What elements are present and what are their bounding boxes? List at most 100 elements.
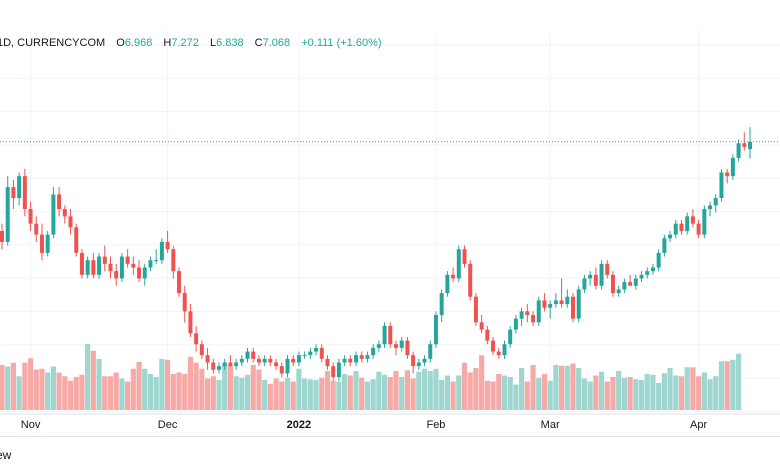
- candle[interactable]: [308, 347, 313, 359]
- candle[interactable]: [696, 220, 701, 239]
- candle[interactable]: [462, 245, 467, 268]
- candle[interactable]: [599, 260, 604, 290]
- candle[interactable]: [445, 271, 450, 297]
- candle[interactable]: [662, 234, 667, 257]
- candle[interactable]: [371, 344, 376, 359]
- candle[interactable]: [45, 230, 50, 257]
- candle[interactable]: [605, 260, 610, 279]
- candle[interactable]: [531, 311, 536, 326]
- candle[interactable]: [159, 238, 164, 264]
- candle[interactable]: [565, 289, 570, 308]
- candle[interactable]: [610, 271, 615, 297]
- candle[interactable]: [622, 278, 627, 294]
- candle[interactable]: [616, 285, 621, 297]
- candle[interactable]: [668, 230, 673, 242]
- candle[interactable]: [325, 355, 330, 370]
- candle[interactable]: [114, 263, 119, 286]
- candle[interactable]: [730, 154, 735, 180]
- candle[interactable]: [650, 263, 655, 275]
- candle[interactable]: [85, 256, 90, 279]
- candle[interactable]: [451, 267, 456, 283]
- candle[interactable]: [34, 216, 39, 242]
- candle[interactable]: [268, 355, 273, 367]
- candle[interactable]: [262, 355, 267, 367]
- candle[interactable]: [365, 351, 370, 363]
- candle[interactable]: [296, 351, 301, 367]
- candle[interactable]: [559, 278, 564, 308]
- candle[interactable]: [690, 209, 695, 228]
- symbol-label[interactable]: 1D, CURRENCYCOM: [0, 37, 106, 49]
- candle[interactable]: [702, 205, 707, 239]
- candle[interactable]: [708, 201, 713, 217]
- candle[interactable]: [314, 344, 319, 356]
- candle[interactable]: [479, 315, 484, 334]
- candle[interactable]: [131, 256, 136, 275]
- candle[interactable]: [742, 132, 747, 151]
- candle[interactable]: [182, 285, 187, 323]
- candle[interactable]: [205, 347, 210, 370]
- candle[interactable]: [234, 358, 239, 370]
- price-chart[interactable]: Nov Dec 2022 Feb Mar Apr: [0, 0, 780, 436]
- candle[interactable]: [251, 347, 256, 363]
- candle[interactable]: [628, 274, 633, 286]
- candle[interactable]: [576, 285, 581, 323]
- candle[interactable]: [302, 351, 307, 359]
- candle[interactable]: [222, 358, 227, 370]
- candle[interactable]: [62, 205, 67, 224]
- candle[interactable]: [188, 304, 193, 337]
- candle[interactable]: [736, 139, 741, 162]
- candle[interactable]: [108, 256, 113, 279]
- candle[interactable]: [519, 307, 524, 326]
- candle[interactable]: [177, 267, 182, 297]
- candle[interactable]: [633, 274, 638, 290]
- candle[interactable]: [354, 351, 359, 367]
- candle[interactable]: [194, 325, 199, 352]
- candle[interactable]: [239, 355, 244, 367]
- candle[interactable]: [502, 340, 507, 359]
- candle[interactable]: [588, 271, 593, 286]
- candle[interactable]: [274, 358, 279, 370]
- candle[interactable]: [496, 347, 501, 359]
- candle[interactable]: [331, 362, 336, 381]
- candle[interactable]: [285, 355, 290, 378]
- candle[interactable]: [748, 127, 753, 159]
- candle[interactable]: [79, 249, 84, 279]
- candle[interactable]: [382, 322, 387, 348]
- candle[interactable]: [685, 212, 690, 235]
- candle[interactable]: [491, 336, 496, 356]
- candle[interactable]: [137, 260, 142, 283]
- candle[interactable]: [411, 351, 416, 374]
- candle[interactable]: [97, 252, 102, 279]
- candle[interactable]: [405, 336, 410, 359]
- candle[interactable]: [68, 209, 73, 235]
- candle[interactable]: [11, 179, 16, 210]
- candle[interactable]: [439, 289, 444, 323]
- candle[interactable]: [57, 187, 62, 217]
- candle[interactable]: [428, 340, 433, 363]
- candle[interactable]: [399, 336, 404, 352]
- candle[interactable]: [348, 355, 353, 367]
- candle[interactable]: [0, 223, 4, 250]
- candle[interactable]: [228, 355, 233, 367]
- candle[interactable]: [485, 325, 490, 345]
- candle[interactable]: [393, 340, 398, 356]
- candle[interactable]: [359, 351, 364, 363]
- candle[interactable]: [119, 252, 124, 283]
- candle[interactable]: [245, 347, 250, 363]
- candle[interactable]: [171, 245, 176, 279]
- candle[interactable]: [416, 358, 421, 370]
- candle[interactable]: [148, 256, 153, 272]
- candle[interactable]: [433, 311, 438, 348]
- candle[interactable]: [28, 201, 33, 231]
- candle[interactable]: [154, 249, 159, 264]
- candle[interactable]: [719, 168, 724, 202]
- candle[interactable]: [22, 168, 27, 217]
- candle[interactable]: [102, 245, 107, 272]
- candle[interactable]: [211, 358, 216, 374]
- candle[interactable]: [199, 340, 204, 359]
- candle[interactable]: [456, 245, 461, 283]
- candle[interactable]: [513, 315, 518, 334]
- candle[interactable]: [548, 300, 553, 319]
- candle[interactable]: [725, 168, 730, 184]
- candle[interactable]: [142, 263, 147, 286]
